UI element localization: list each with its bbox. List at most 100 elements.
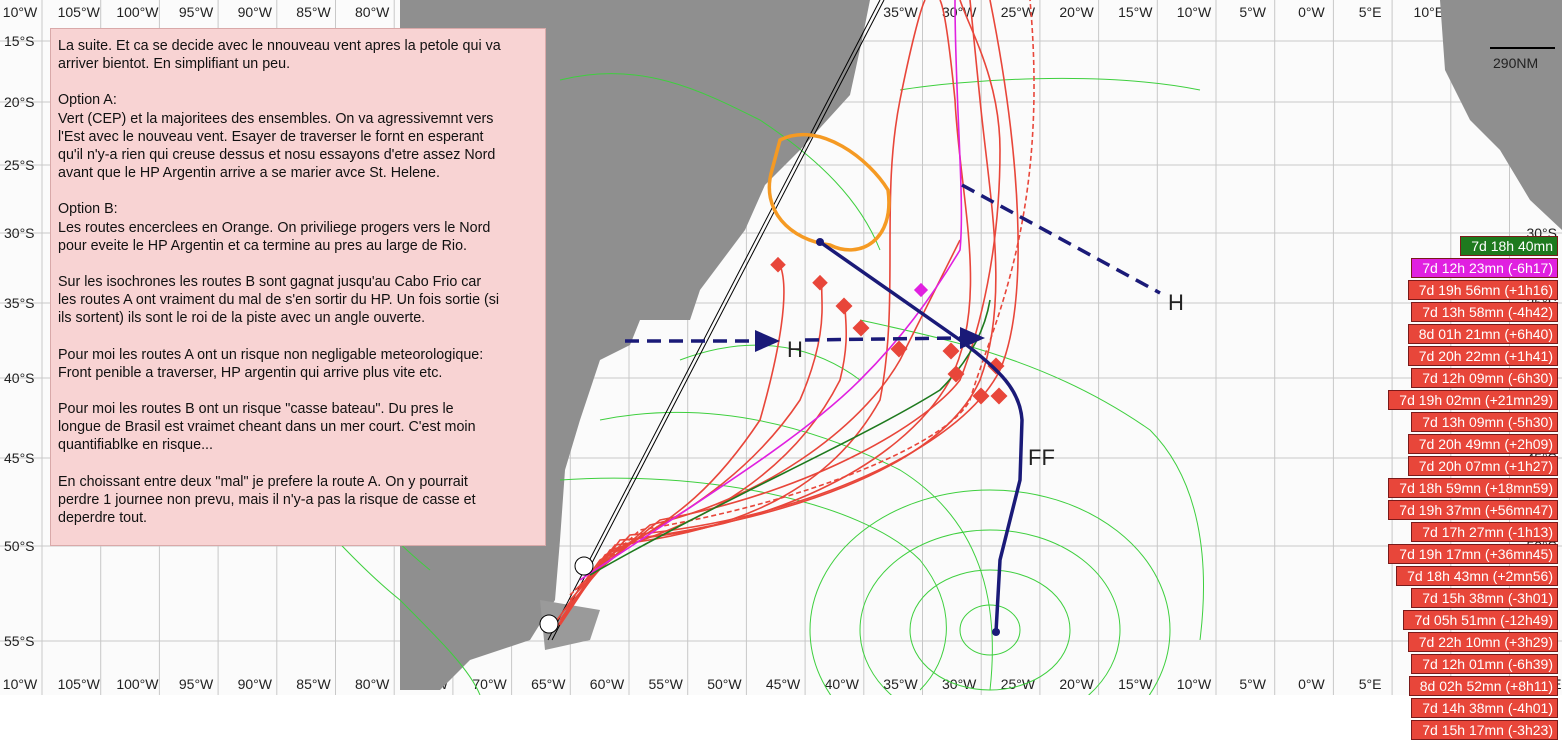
lon-label: 105°W <box>58 676 101 692</box>
lat-label: 50°S <box>4 538 35 554</box>
lon-label: 20°W <box>1059 676 1094 692</box>
route-time[interactable]: 7d 15h 17mn (-3h23) <box>1411 720 1558 740</box>
arrow-head <box>755 330 780 352</box>
lon-label: 35°W <box>883 4 918 20</box>
route-time[interactable]: 7d 14h 38mn (-4h01) <box>1411 698 1558 718</box>
route-time[interactable]: 8d 01h 21mn (+6h40) <box>1407 324 1558 344</box>
route-time[interactable]: 7d 22h 10mn (+3h29) <box>1407 632 1558 652</box>
lon-label: 10°W <box>3 4 38 20</box>
lon-label: 85°W <box>296 4 331 20</box>
annotation: H <box>1168 290 1184 315</box>
lon-label: 0°W <box>1298 4 1325 20</box>
paragraph: La suite. Et ca se decide avec le nnouve… <box>58 37 538 73</box>
route-time[interactable]: 7d 19h 37mn (+56mn47) <box>1388 500 1558 520</box>
lon-label: 85°W <box>296 676 331 692</box>
front <box>818 240 1024 633</box>
lon-label: 90°W <box>238 4 273 20</box>
route-time[interactable]: 7d 20h 22mn (+1h41) <box>1407 346 1558 366</box>
route-times: 7d 18h 40mn 7d 12h 23mn (-6h17) 7d 19h 56m… <box>1388 236 1558 742</box>
front-end <box>992 628 1000 636</box>
lat-label: 30°S <box>4 225 35 241</box>
lon-label: 65°W <box>531 676 566 692</box>
route-time[interactable]: 7d 12h 01mn (-6h39) <box>1411 654 1558 674</box>
lat-label: 35°S <box>4 295 35 311</box>
route-time[interactable]: 7d 17h 27mn (-1h13) <box>1411 522 1558 542</box>
lon-label: 60°W <box>590 676 625 692</box>
note-line: Option A: <box>58 92 117 109</box>
lat-label: 15°S <box>4 33 35 49</box>
note-line: Les routes encerclees en Orange. On priv… <box>58 219 491 236</box>
route-time[interactable]: 7d 20h 07mn (+1h27) <box>1407 456 1558 476</box>
route-time[interactable]: 7d 18h 59mn (+18mn59) <box>1388 478 1558 498</box>
route-time[interactable]: 7d 13h 09mn (-5h30) <box>1411 412 1558 432</box>
lon-label: 10°W <box>1177 4 1212 20</box>
lat-label: 20°S <box>4 94 35 110</box>
route-time[interactable]: 7d 05h 51mn (-12h49) <box>1403 610 1558 630</box>
note-line: perdre 1 journee non prevu, mais il n'y-… <box>58 491 476 508</box>
lon-label: 15°W <box>1118 676 1153 692</box>
note-line: Vert (CEP) et la majoritees des ensemble… <box>58 110 494 127</box>
route-time[interactable]: 7d 13h 58mn (-4h42) <box>1411 302 1558 322</box>
lat-label: 40°S <box>4 370 35 386</box>
rhumb-line <box>547 0 881 641</box>
note-line: qu'il n'y-a rien qui creuse dessus et no… <box>58 147 496 164</box>
route-time[interactable]: 7d 18h 40mn <box>1460 236 1558 256</box>
note-line: longue de Brasil est vraimet cheant dans… <box>58 419 476 436</box>
note-line: La suite. Et ca se decide avec le nnouve… <box>58 38 501 54</box>
lon-label: 105°W <box>58 4 101 20</box>
lon-label: 25°W <box>1001 4 1036 20</box>
note-box: La suite. Et ca se decide avec le nnouve… <box>50 28 546 546</box>
note-line: pour eveite le HP Argentin et ca termine… <box>58 237 468 254</box>
lon-label: 10°W <box>1177 676 1212 692</box>
lon-label: 0°W <box>1298 676 1325 692</box>
note-line: ils sortent) ils sont le roi de la piste… <box>58 310 426 327</box>
note-line: avant que le HP Argentin arrive a se mar… <box>58 165 440 182</box>
paragraph: Sur les isochrones les routes B sont gag… <box>58 273 538 328</box>
route-time[interactable]: 7d 12h 09mn (-6h30) <box>1411 368 1558 388</box>
lon-label: 80°W <box>355 4 390 20</box>
route-time[interactable]: 7d 15h 38mn (-3h01) <box>1411 588 1558 608</box>
note-line: Front penible a traverser, HP argentin q… <box>58 364 443 381</box>
route-time[interactable]: 7d 18h 43mn (+2mn56) <box>1396 566 1558 586</box>
lon-label: 100°W <box>116 676 159 692</box>
paragraph: En choissant entre deux "mal" je prefere… <box>58 473 538 528</box>
annotation: H <box>787 337 803 362</box>
lon-label: 80°W <box>355 676 390 692</box>
note-line: Pour moi les routes A ont un risque non … <box>58 346 484 363</box>
lat-label: 25°S <box>4 157 35 173</box>
front-end <box>816 238 824 246</box>
lon-label: 5°E <box>1359 4 1382 20</box>
route-time[interactable]: 8d 02h 52mn (+8h11) <box>1408 676 1558 696</box>
lon-label: 100°W <box>116 4 159 20</box>
note-line: arriver bientot. En simplifiant un peu. <box>58 56 291 73</box>
note-line: Sur les isochrones les routes B sont gag… <box>58 274 482 291</box>
route-time[interactable]: 7d 19h 02mn (+21mn29) <box>1388 390 1558 410</box>
lat-label: 45°S <box>4 450 35 466</box>
note-line: les routes A ont vraiment du mal de s'en… <box>58 292 500 309</box>
start-flag <box>539 614 559 634</box>
route-time[interactable]: 7d 12h 23mn (-6h17) <box>1411 258 1558 278</box>
lon-label: 40°W <box>825 676 860 692</box>
scale-label: 290NM <box>1493 55 1538 71</box>
note-line: Pour moi les routes B ont un risque "cas… <box>58 401 454 418</box>
lon-label: 45°W <box>766 676 801 692</box>
paragraph: Option B: Les routes encerclees en Orange… <box>58 200 538 255</box>
note-line: En choissant entre deux "mal" je prefere… <box>58 473 468 490</box>
note-line: l'Est avec le nouveau vent. Esayer de tr… <box>58 128 484 145</box>
route-time[interactable]: 7d 19h 17mn (+36mn45) <box>1388 544 1558 564</box>
route-time[interactable]: 7d 20h 49mn (+2h09) <box>1407 434 1558 454</box>
tierra-del-fuego <box>540 600 600 650</box>
note-line: quantifiablke en risque... <box>58 437 213 454</box>
lon-label: 90°W <box>238 676 273 692</box>
lon-label: 5°W <box>1239 4 1266 20</box>
route-magenta <box>579 0 963 581</box>
start-flag <box>574 556 594 576</box>
lon-label: 15°W <box>1118 4 1153 20</box>
paragraph: Option A: Vert (CEP) et la majoritees des… <box>58 91 538 182</box>
lon-label: 10°E <box>1414 4 1445 20</box>
paragraph: Pour moi les routes B ont un risque "cas… <box>58 400 538 455</box>
route-time[interactable]: 7d 19h 56mn (+1h16) <box>1407 280 1558 300</box>
dashed-arrows <box>625 183 1161 343</box>
lon-label: 95°W <box>179 676 214 692</box>
